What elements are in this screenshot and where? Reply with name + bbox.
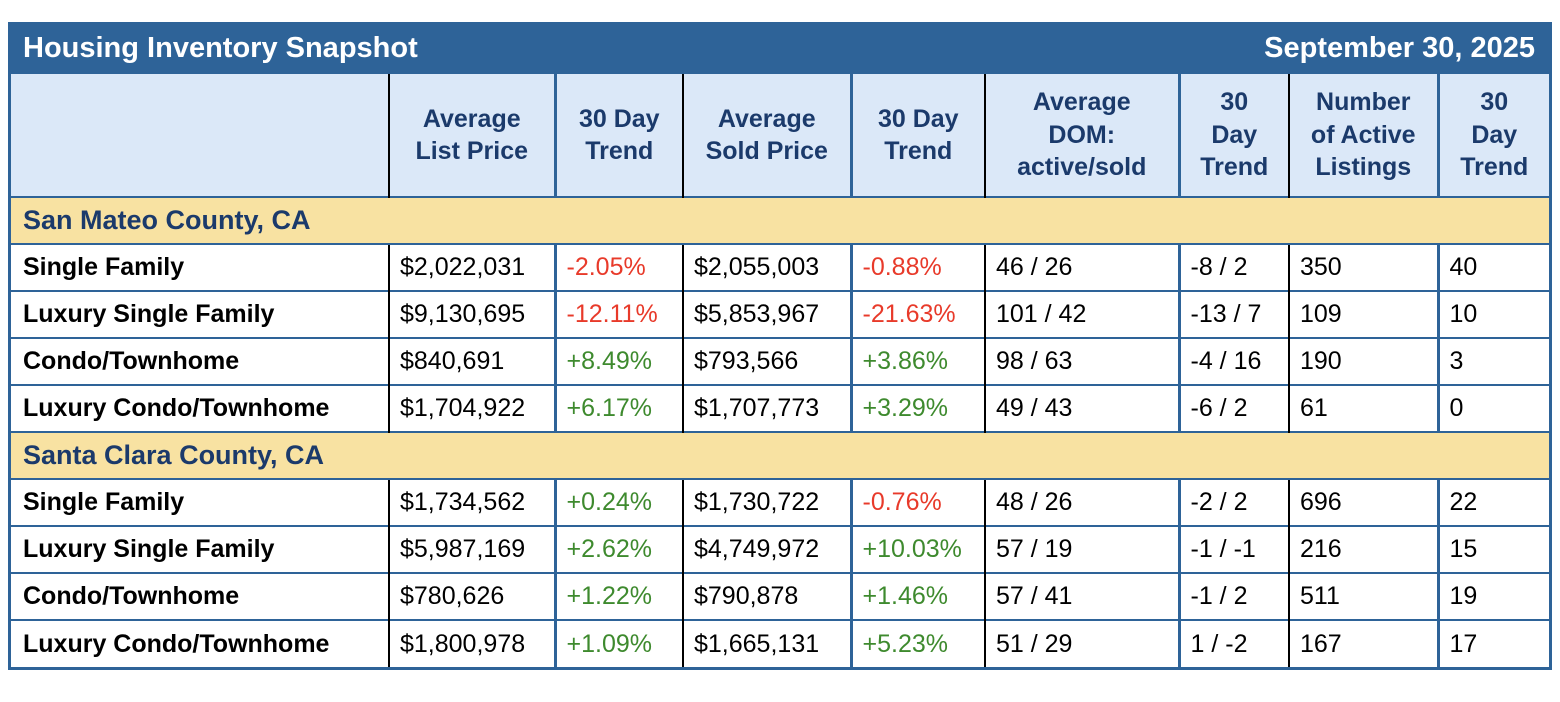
section-header: San Mateo County, CA: [11, 196, 1549, 244]
cell-list-trend: +2.62%: [553, 525, 683, 573]
cell-active-listings: 109: [1288, 290, 1438, 338]
cell-list-trend: -2.05%: [553, 243, 683, 291]
table-row: Single Family $1,734,562 +0.24% $1,730,722-…: [11, 478, 1549, 526]
cell-avg-sold-price: $4,749,972: [682, 525, 851, 573]
table-row: Condo/Townhome $780,626 +1.22% $790,878 +1.4…: [11, 572, 1549, 620]
cell-row-label: Condo/Townhome: [11, 572, 389, 620]
cell-row-label: Luxury Condo/Townhome: [11, 619, 389, 667]
cell-list-trend: +8.49%: [553, 337, 683, 385]
cell-dom-trend: -2 / 2: [1177, 478, 1289, 526]
cell-avg-sold-price: $790,878: [682, 572, 851, 620]
cell-listings-trend: 10: [1436, 290, 1549, 338]
column-header-listings-trend: 30 Day Trend: [1436, 72, 1549, 197]
section-header: Santa Clara County, CA: [11, 431, 1549, 479]
cell-sold-trend: -0.76%: [849, 478, 985, 526]
cell-active-listings: 350: [1288, 243, 1438, 291]
column-header-row-label: [11, 72, 389, 197]
cell-list-trend: +0.24%: [553, 478, 683, 526]
table-row: Luxury Single Family $9,130,695 -12.11% $5,…: [11, 290, 1549, 338]
cell-sold-trend: +1.46%: [849, 572, 985, 620]
column-header-sold-trend: 30 Day Trend: [849, 72, 985, 197]
cell-avg-dom: 46 / 26: [984, 243, 1179, 291]
cell-avg-sold-price: $1,707,773: [682, 384, 851, 432]
column-header-active-listings: Number of Active Listings: [1288, 72, 1438, 197]
cell-avg-list-price: $780,626: [388, 572, 555, 620]
cell-listings-trend: 17: [1436, 619, 1549, 667]
cell-active-listings: 511: [1288, 572, 1438, 620]
cell-avg-sold-price: $2,055,003: [682, 243, 851, 291]
cell-active-listings: 190: [1288, 337, 1438, 385]
section-row: Santa Clara County, CA: [11, 431, 1549, 479]
cell-listings-trend: 3: [1436, 337, 1549, 385]
cell-avg-list-price: $5,987,169: [388, 525, 555, 573]
column-header-avg-sold-price: Average Sold Price: [682, 72, 851, 197]
cell-avg-list-price: $840,691: [388, 337, 555, 385]
cell-avg-list-price: $2,022,031: [388, 243, 555, 291]
cell-sold-trend: +10.03%: [849, 525, 985, 573]
table-row: Luxury Single Family $5,987,169 +2.62% $4,7…: [11, 525, 1549, 573]
inventory-table: Average List Price 30 Day Trend Average Sold …: [11, 72, 1549, 667]
cell-listings-trend: 0: [1436, 384, 1549, 432]
cell-sold-trend: +3.86%: [849, 337, 985, 385]
page-title: Housing Inventory Snapshot: [23, 32, 418, 64]
column-header-avg-dom: Average DOM: active/sold: [984, 72, 1179, 197]
cell-row-label: Single Family: [11, 243, 389, 291]
cell-avg-dom: 98 / 63: [984, 337, 1179, 385]
cell-dom-trend: -8 / 2: [1177, 243, 1289, 291]
cell-dom-trend: -13 / 7: [1177, 290, 1289, 338]
cell-active-listings: 167: [1288, 619, 1438, 667]
cell-avg-sold-price: $1,665,131: [682, 619, 851, 667]
cell-sold-trend: +3.29%: [849, 384, 985, 432]
section-row: San Mateo County, CA: [11, 196, 1549, 244]
cell-list-trend: +6.17%: [553, 384, 683, 432]
cell-row-label: Condo/Townhome: [11, 337, 389, 385]
title-bar: Housing Inventory Snapshot September 30,…: [11, 25, 1549, 72]
table-row: Luxury Condo/Townhome $1,800,978 +1.09% $1,…: [11, 619, 1549, 667]
table-row: Condo/Townhome $840,691 +8.49% $793,566 +3.8…: [11, 337, 1549, 385]
cell-listings-trend: 40: [1436, 243, 1549, 291]
cell-avg-dom: 48 / 26: [984, 478, 1179, 526]
column-header-list-trend: 30 Day Trend: [553, 72, 683, 197]
cell-list-trend: -12.11%: [553, 290, 683, 338]
cell-dom-trend: 1 / -2: [1177, 619, 1289, 667]
cell-avg-dom: 57 / 19: [984, 525, 1179, 573]
cell-sold-trend: +5.23%: [849, 619, 985, 667]
column-header-dom-trend: 30 Day Trend: [1177, 72, 1289, 197]
cell-sold-trend: -0.88%: [849, 243, 985, 291]
cell-dom-trend: -1 / -1: [1177, 525, 1289, 573]
cell-row-label: Luxury Single Family: [11, 525, 389, 573]
cell-avg-list-price: $9,130,695: [388, 290, 555, 338]
cell-dom-trend: -6 / 2: [1177, 384, 1289, 432]
cell-listings-trend: 22: [1436, 478, 1549, 526]
column-header-row: Average List Price 30 Day Trend Average Sold …: [11, 72, 1549, 197]
cell-list-trend: +1.09%: [553, 619, 683, 667]
cell-dom-trend: -4 / 16: [1177, 337, 1289, 385]
cell-active-listings: 216: [1288, 525, 1438, 573]
cell-dom-trend: -1 / 2: [1177, 572, 1289, 620]
cell-row-label: Single Family: [11, 478, 389, 526]
cell-row-label: Luxury Single Family: [11, 290, 389, 338]
table-row: Single Family $2,022,031 -2.05% $2,055,003-…: [11, 243, 1549, 291]
cell-avg-list-price: $1,704,922: [388, 384, 555, 432]
cell-active-listings: 61: [1288, 384, 1438, 432]
report-date: September 30, 2025: [1264, 32, 1535, 64]
cell-avg-list-price: $1,734,562: [388, 478, 555, 526]
cell-listings-trend: 19: [1436, 572, 1549, 620]
cell-row-label: Luxury Condo/Townhome: [11, 384, 389, 432]
cell-avg-dom: 49 / 43: [984, 384, 1179, 432]
cell-avg-sold-price: $1,730,722: [682, 478, 851, 526]
cell-avg-dom: 101 / 42: [984, 290, 1179, 338]
cell-list-trend: +1.22%: [553, 572, 683, 620]
column-header-avg-list-price: Average List Price: [388, 72, 555, 197]
cell-avg-list-price: $1,800,978: [388, 619, 555, 667]
cell-avg-sold-price: $793,566: [682, 337, 851, 385]
cell-avg-dom: 57 / 41: [984, 572, 1179, 620]
cell-avg-sold-price: $5,853,967: [682, 290, 851, 338]
cell-active-listings: 696: [1288, 478, 1438, 526]
table-row: Luxury Condo/Townhome $1,704,922 +6.17% $1,…: [11, 384, 1549, 432]
housing-inventory-report: Housing Inventory Snapshot September 30,…: [8, 22, 1552, 670]
cell-sold-trend: -21.63%: [849, 290, 985, 338]
cell-avg-dom: 51 / 29: [984, 619, 1179, 667]
cell-listings-trend: 15: [1436, 525, 1549, 573]
